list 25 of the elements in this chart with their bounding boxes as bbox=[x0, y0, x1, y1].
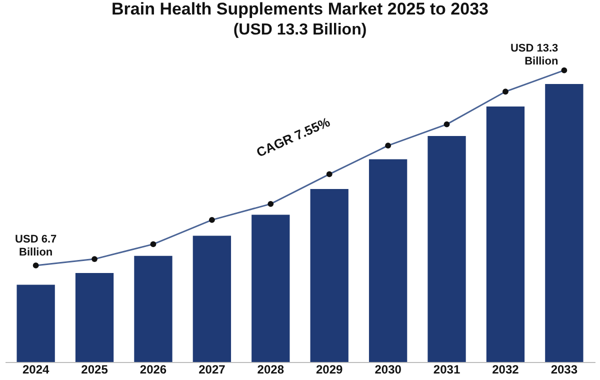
x-tick-label: 2032 bbox=[492, 362, 520, 376]
bar bbox=[134, 256, 172, 362]
bar bbox=[75, 273, 114, 362]
x-tick-label: 2029 bbox=[316, 362, 344, 376]
bar bbox=[428, 136, 466, 362]
annotation: USD 13.3 Billion bbox=[510, 42, 558, 68]
x-tick-label: 2025 bbox=[81, 362, 108, 376]
bar bbox=[368, 159, 408, 362]
x-tick-label: 2026 bbox=[140, 362, 167, 376]
x-tick-label: 2028 bbox=[257, 362, 284, 376]
chart-title: Brain Health Supplements Market 2025 to 2033 bbox=[112, 0, 488, 18]
bar bbox=[486, 106, 525, 362]
chart-subtitle: (USD 13.3 Billion) bbox=[233, 21, 367, 38]
bar bbox=[545, 84, 584, 362]
x-tick-label: 2030 bbox=[374, 362, 402, 376]
annotation: CAGR 7.55% bbox=[254, 114, 333, 160]
x-tick-label: 2031 bbox=[433, 362, 460, 376]
x-tick-label: 2027 bbox=[198, 362, 226, 376]
bar bbox=[252, 214, 290, 362]
bar bbox=[16, 284, 55, 362]
bar bbox=[310, 189, 348, 362]
bar bbox=[192, 236, 232, 362]
annotation: USD 6.7 Billion bbox=[15, 233, 57, 258]
x-tick-label: 2033 bbox=[550, 362, 578, 376]
x-tick-label: 2024 bbox=[22, 362, 50, 376]
